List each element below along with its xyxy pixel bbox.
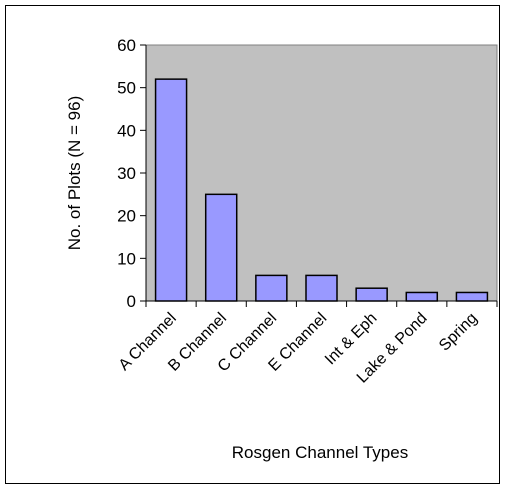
y-ticks-group: 0 10 20 30 40 50 60	[117, 36, 146, 311]
y-tick-label: 60	[117, 36, 136, 55]
bar-e-channel	[305, 274, 338, 302]
y-tick-label: 40	[117, 121, 136, 140]
bar-b-channel	[204, 193, 238, 302]
bar-lake-pond	[405, 291, 439, 302]
y-tick-label: 10	[117, 249, 136, 268]
y-tick-label: 50	[117, 79, 136, 98]
y-tick-label: 0	[127, 292, 136, 311]
x-axis-label: Rosgen Channel Types	[232, 443, 408, 462]
y-tick-label: 20	[117, 207, 136, 226]
bar-a-channel	[154, 78, 188, 302]
y-axis-label: No. of Plots (N = 96)	[65, 96, 84, 250]
y-tick-label: 30	[117, 164, 136, 183]
bar-c-channel	[255, 274, 288, 302]
bar-spring	[455, 291, 489, 302]
plot-area	[145, 44, 498, 302]
bar-int-eph	[355, 287, 388, 302]
bars-group	[154, 78, 489, 302]
x-tick-label: Spring	[436, 310, 481, 355]
